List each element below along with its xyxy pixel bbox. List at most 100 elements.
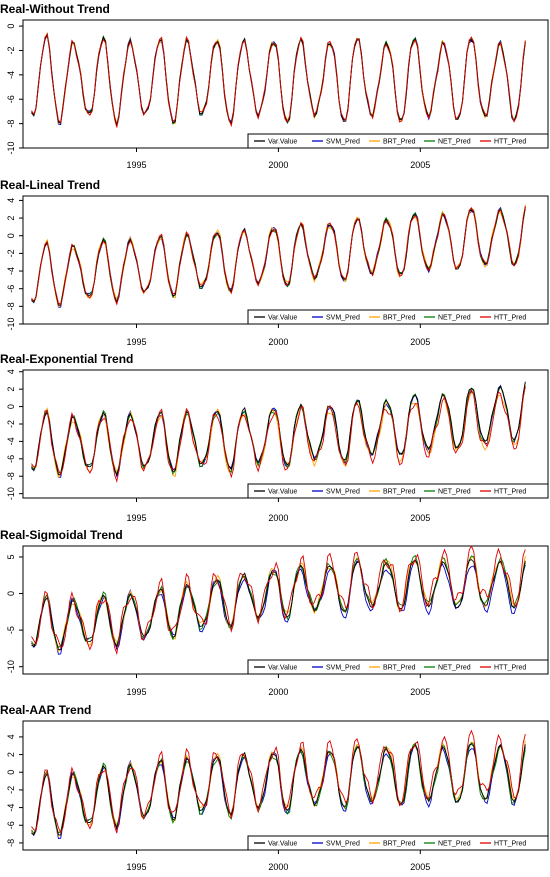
y-tick-label: -8 bbox=[6, 839, 16, 847]
series-htt-pred bbox=[31, 206, 526, 306]
panel-title: Real-Lineal Trend bbox=[0, 178, 100, 192]
y-tick-label: -5 bbox=[6, 626, 16, 634]
legend-label: HTT_Pred bbox=[494, 841, 526, 848]
legend-label: HTT_Pred bbox=[494, 139, 526, 146]
legend-label: Var.Value bbox=[268, 139, 297, 146]
plot-frame bbox=[22, 369, 549, 499]
y-tick-label: 4 bbox=[6, 369, 16, 374]
legend-label: SVM_Pred bbox=[326, 489, 360, 496]
legend-label: NET_Pred bbox=[438, 489, 471, 496]
legend-label: NET_Pred bbox=[438, 315, 471, 322]
legend-label: Var.Value bbox=[268, 489, 297, 496]
legend-label: BRT_Pred bbox=[383, 841, 416, 848]
series-htt-pred bbox=[31, 386, 526, 484]
y-tick-label: -6 bbox=[6, 95, 16, 103]
series-htt-pred bbox=[31, 32, 526, 128]
x-tick-label: 1995 bbox=[126, 862, 146, 872]
panel-3: Real-Exponential Trend 4 2 0 -2 -4 -6 -8 -10 1995… bbox=[0, 352, 549, 523]
y-tick-label: -10 bbox=[6, 660, 16, 673]
series-net-pred bbox=[31, 207, 526, 305]
x-tick-label: 2005 bbox=[410, 862, 430, 872]
legend-label: SVM_Pred bbox=[326, 665, 360, 672]
x-tick-label: 2000 bbox=[268, 687, 288, 697]
legend-label: NET_Pred bbox=[438, 665, 471, 672]
series-brt-pred bbox=[31, 31, 526, 126]
y-tick-label: 2 bbox=[6, 752, 16, 757]
legend-box bbox=[247, 835, 549, 851]
y-tick-label: 2 bbox=[6, 216, 16, 221]
legend-box bbox=[247, 309, 549, 325]
y-tick-label: -10 bbox=[6, 487, 16, 500]
x-tick-label: 1995 bbox=[126, 160, 146, 170]
y-tick-label: -2 bbox=[6, 786, 16, 794]
y-tick-label: -8 bbox=[6, 120, 16, 128]
y-tick-label: 0 bbox=[6, 24, 16, 29]
legend-label: NET_Pred bbox=[438, 139, 471, 146]
x-tick-label: 2000 bbox=[268, 513, 288, 523]
x-tick-label: 2000 bbox=[268, 337, 288, 347]
legend-label: Var.Value bbox=[268, 665, 297, 672]
x-tick-label: 2000 bbox=[268, 862, 288, 872]
series-var-value bbox=[31, 207, 526, 306]
panel-5: Real-AAR Trend 4 2 0 -2 -4 -6 -8 1995 2000 2005 Var… bbox=[0, 703, 549, 872]
y-tick-label: 5 bbox=[6, 554, 16, 559]
y-tick-label: 0 bbox=[6, 404, 16, 409]
series-htt-pred bbox=[31, 544, 526, 656]
legend-label: SVM_Pred bbox=[326, 841, 360, 848]
y-tick-label: -4 bbox=[6, 267, 16, 275]
legend-label: Var.Value bbox=[268, 315, 297, 322]
panel-title: Real-Sigmoidal Trend bbox=[0, 528, 123, 542]
panel-title: Real-Without Trend bbox=[0, 2, 110, 16]
legend-box bbox=[247, 133, 549, 149]
x-tick-label: 1995 bbox=[126, 337, 146, 347]
y-tick-label: -2 bbox=[6, 46, 16, 54]
legend-label: BRT_Pred bbox=[383, 665, 416, 672]
series-svm-pred bbox=[31, 559, 526, 655]
x-tick-label: 1995 bbox=[126, 513, 146, 523]
x-tick-label: 2000 bbox=[268, 160, 288, 170]
series-htt-pred bbox=[31, 729, 526, 834]
legend-box bbox=[247, 659, 549, 675]
legend-box bbox=[247, 483, 549, 499]
series-var-value bbox=[31, 33, 526, 126]
series-svm-pred bbox=[31, 206, 526, 308]
legend-label: HTT_Pred bbox=[494, 665, 526, 672]
legend-label: BRT_Pred bbox=[383, 489, 416, 496]
y-tick-label: 0 bbox=[6, 591, 16, 596]
panel-4: Real-Sigmoidal Trend 5 0 -5 -10 1995 2000 2005 V… bbox=[0, 528, 549, 697]
x-tick-label: 2005 bbox=[410, 160, 430, 170]
legend-label: HTT_Pred bbox=[494, 489, 526, 496]
series-brt-pred bbox=[31, 204, 526, 308]
legend-label: NET_Pred bbox=[438, 841, 471, 848]
panel-1: Real-Without Trend 0 -2 -4 -6 -8 -10 1995 2000 20… bbox=[0, 2, 549, 170]
x-tick-label: 1995 bbox=[126, 687, 146, 697]
y-tick-label: -4 bbox=[6, 71, 16, 79]
y-tick-label: -8 bbox=[6, 472, 16, 480]
y-tick-label: -10 bbox=[6, 317, 16, 330]
legend-label: Var.Value bbox=[268, 841, 297, 848]
legend-label: SVM_Pred bbox=[326, 315, 360, 322]
plot-frame bbox=[22, 545, 549, 675]
x-tick-label: 2005 bbox=[410, 337, 430, 347]
plot-frame bbox=[22, 195, 549, 325]
x-tick-label: 2005 bbox=[410, 513, 430, 523]
y-tick-label: -2 bbox=[6, 420, 16, 428]
y-tick-label: -4 bbox=[6, 804, 16, 812]
plot-frame bbox=[22, 720, 549, 851]
legend-label: BRT_Pred bbox=[383, 315, 416, 322]
y-tick-label: 2 bbox=[6, 387, 16, 392]
y-tick-label: -10 bbox=[6, 141, 16, 154]
panel-title: Real-AAR Trend bbox=[0, 703, 91, 717]
y-tick-label: -2 bbox=[6, 249, 16, 257]
y-tick-label: -6 bbox=[6, 821, 16, 829]
panel-2: Real-Lineal Trend 4 2 0 -2 -4 -6 -8 -10 1995 2000 2… bbox=[0, 178, 549, 347]
y-tick-label: 4 bbox=[6, 734, 16, 739]
legend-label: BRT_Pred bbox=[383, 139, 416, 146]
y-tick-label: 0 bbox=[6, 770, 16, 775]
legend-label: HTT_Pred bbox=[494, 315, 526, 322]
x-tick-label: 2005 bbox=[410, 687, 430, 697]
y-tick-label: 0 bbox=[6, 233, 16, 238]
y-tick-label: -6 bbox=[6, 455, 16, 463]
series-brt-pred bbox=[31, 383, 526, 479]
